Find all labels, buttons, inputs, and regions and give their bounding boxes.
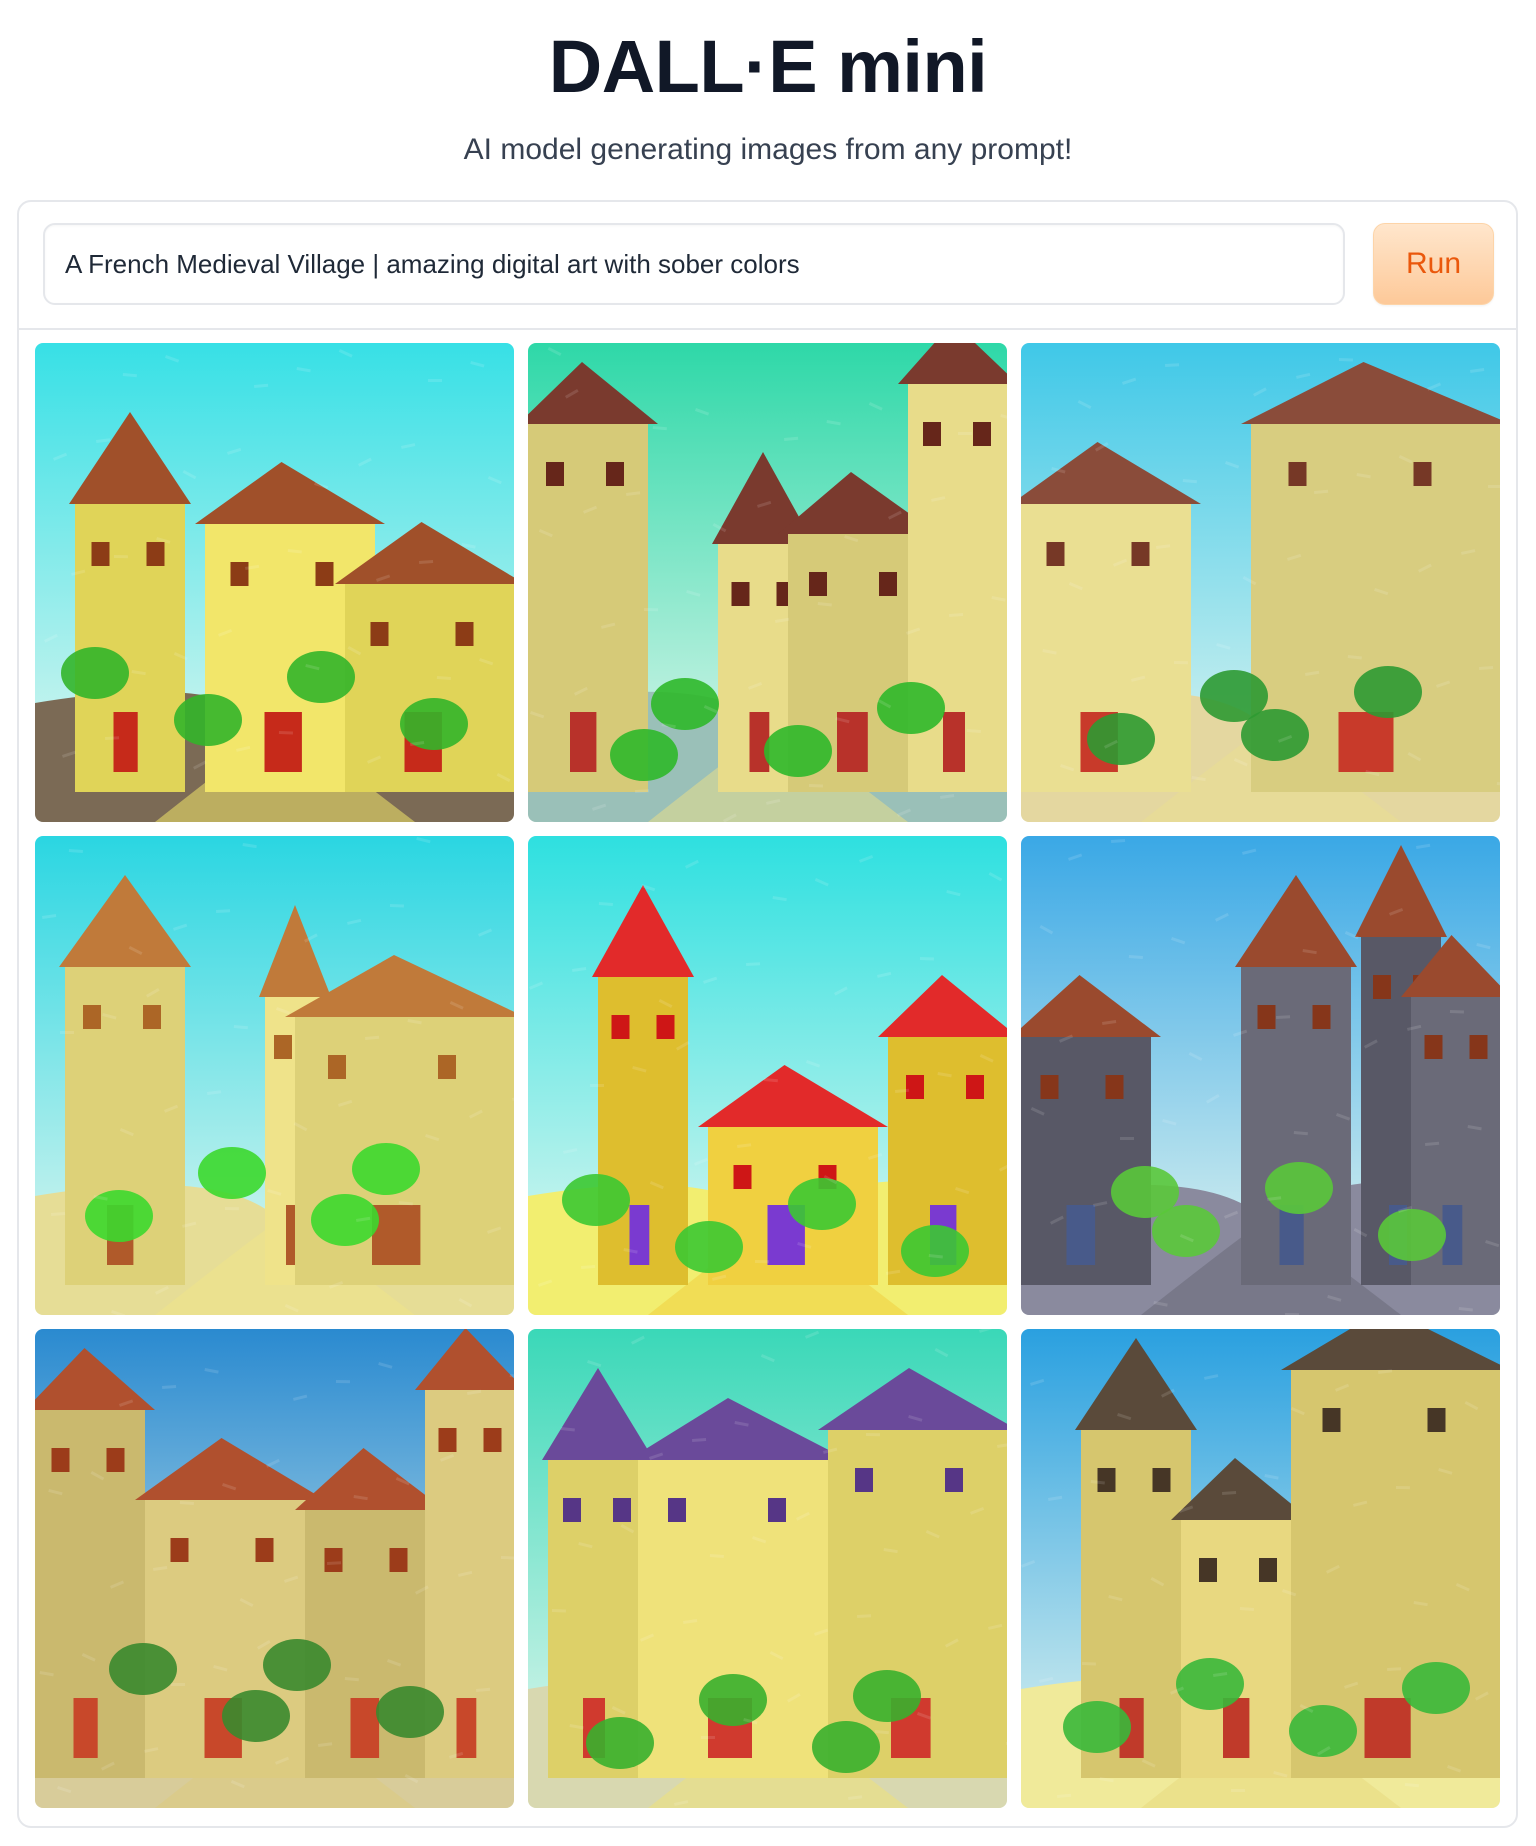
village-painting-image	[1021, 343, 1500, 822]
page-subtitle: AI model generating images from any prom…	[463, 133, 1073, 166]
generated-image[interactable]	[528, 343, 1007, 822]
generated-image[interactable]	[35, 343, 514, 822]
generated-image[interactable]	[528, 836, 1007, 1315]
generated-image[interactable]	[1021, 343, 1500, 822]
prompt-input[interactable]	[43, 223, 1345, 305]
generator-card: Run	[17, 200, 1518, 1828]
prompt-row: Run	[19, 202, 1516, 330]
run-button[interactable]: Run	[1373, 223, 1494, 305]
generated-image[interactable]	[528, 1329, 1007, 1808]
generated-image[interactable]	[1021, 1329, 1500, 1808]
village-painting-image	[528, 343, 1007, 822]
page-title: DALL·E mini	[548, 25, 988, 108]
image-gallery	[35, 343, 1500, 1808]
village-painting-image	[528, 1329, 1007, 1808]
village-painting-image	[35, 343, 514, 822]
generated-image[interactable]	[35, 1329, 514, 1808]
village-painting-image	[1021, 1329, 1500, 1808]
village-painting-image	[1021, 836, 1500, 1315]
generated-image[interactable]	[1021, 836, 1500, 1315]
village-painting-image	[35, 1329, 514, 1808]
village-painting-image	[528, 836, 1007, 1315]
village-painting-image	[35, 836, 514, 1315]
generated-image[interactable]	[35, 836, 514, 1315]
